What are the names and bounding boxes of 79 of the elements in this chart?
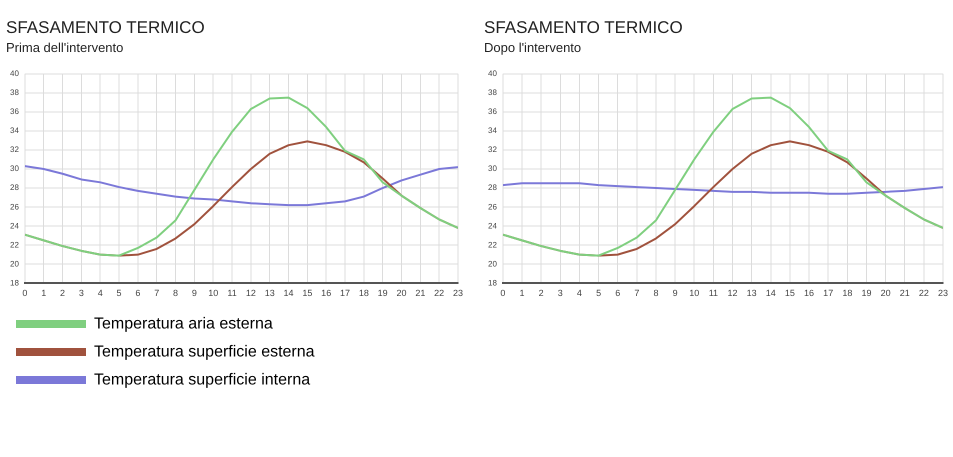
y-tick-label: 24: [488, 221, 498, 230]
x-tick-label: 1: [41, 288, 46, 298]
x-tick-label: 5: [116, 288, 122, 298]
y-tick-label: 30: [488, 164, 498, 174]
x-tick-label: 23: [452, 288, 463, 298]
x-tick-label: 19: [861, 288, 872, 298]
chart-title: SFASAMENTO TERMICO: [6, 18, 206, 38]
x-tick-label: 0: [22, 288, 28, 298]
x-tick-label: 2: [60, 288, 66, 298]
x-tick-label: 17: [340, 288, 350, 298]
x-tick-label: 7: [154, 288, 160, 298]
y-tick-label: 18: [488, 278, 498, 288]
y-tick-label: 32: [488, 145, 498, 154]
y-tick-label: 20: [10, 259, 20, 268]
chart-subtitle: Dopo l'intervento: [484, 40, 582, 55]
x-tick-label: 3: [558, 288, 563, 298]
x-tick-label: 17: [823, 288, 834, 298]
x-tick-label: 3: [78, 288, 84, 298]
x-tick-label: 21: [415, 288, 426, 298]
x-tick-label: 9: [672, 288, 678, 298]
x-tick-label: 14: [284, 288, 294, 298]
y-tick-label: 36: [488, 107, 498, 116]
x-tick-label: 15: [784, 288, 795, 298]
legend-label: Temperatura superficie esterna: [94, 343, 315, 360]
y-tick-label: 24: [10, 221, 20, 230]
y-tick-label: 22: [10, 240, 20, 250]
x-tick-label: 11: [708, 288, 718, 298]
y-tick-label: 26: [10, 202, 20, 212]
chart-subtitle: Prima dell'intervento: [6, 40, 124, 55]
y-tick-label: 30: [10, 164, 20, 174]
x-tick-label: 7: [634, 288, 640, 298]
x-tick-label: 12: [728, 288, 738, 298]
x-tick-label: 11: [227, 288, 237, 298]
x-tick-label: 12: [246, 288, 256, 298]
x-tick-label: 2: [538, 288, 544, 298]
x-tick-label: 0: [500, 288, 506, 298]
y-tick-label: 20: [488, 259, 498, 268]
x-tick-label: 16: [321, 288, 332, 298]
x-tick-label: 10: [689, 288, 700, 298]
y-tick-label: 32: [10, 145, 20, 154]
y-tick-label: 38: [10, 88, 20, 98]
y-tick-label: 38: [488, 88, 498, 98]
y-tick-label: 18: [10, 278, 20, 288]
y-tick-label: 28: [10, 183, 20, 192]
chart-title: SFASAMENTO TERMICO: [484, 18, 684, 38]
x-tick-label: 4: [98, 288, 103, 298]
y-tick-label: 40: [10, 69, 20, 78]
x-tick-label: 18: [358, 288, 369, 298]
x-tick-label: 10: [208, 288, 218, 298]
x-tick-label: 5: [596, 288, 602, 298]
legend-label: Temperatura aria esterna: [94, 315, 273, 332]
x-tick-label: 20: [396, 288, 407, 298]
x-tick-label: 6: [135, 288, 140, 298]
x-tick-label: 15: [302, 288, 312, 298]
x-tick-label: 21: [900, 288, 910, 298]
x-tick-label: 13: [264, 288, 275, 298]
x-tick-label: 4: [576, 288, 582, 298]
x-tick-label: 18: [842, 288, 852, 298]
x-tick-label: 20: [880, 288, 891, 298]
x-tick-label: 22: [434, 288, 444, 298]
legend-label: Temperatura superficie interna: [94, 371, 310, 388]
x-tick-label: 8: [173, 288, 178, 298]
x-tick-label: 16: [804, 288, 814, 298]
x-tick-label: 22: [918, 288, 929, 298]
x-tick-label: 13: [746, 288, 757, 298]
y-tick-label: 36: [10, 107, 20, 116]
y-tick-label: 26: [488, 202, 498, 212]
x-tick-label: 6: [615, 288, 620, 298]
y-tick-label: 28: [488, 183, 498, 192]
x-tick-label: 23: [938, 288, 948, 298]
x-tick-label: 19: [378, 288, 388, 298]
y-tick-label: 34: [488, 126, 498, 136]
x-tick-label: 14: [766, 288, 776, 298]
y-tick-label: 22: [488, 240, 498, 250]
y-tick-label: 34: [10, 126, 20, 136]
y-tick-label: 40: [488, 69, 498, 78]
x-tick-label: 9: [192, 288, 197, 298]
x-tick-label: 1: [520, 288, 525, 298]
x-tick-label: 8: [653, 288, 658, 298]
